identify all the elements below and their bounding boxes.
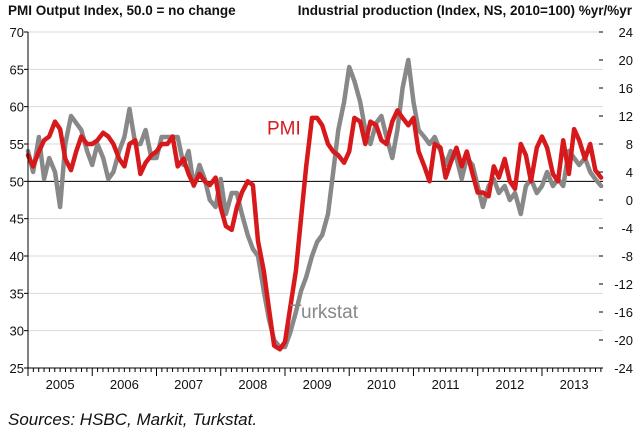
left-tick-label: 45 <box>10 212 24 227</box>
right-tick-label: 4 <box>626 165 633 180</box>
right-tick-label: 12 <box>619 109 633 124</box>
year-label: 2008 <box>238 377 267 392</box>
right-tick-label: 8 <box>626 137 633 152</box>
sources-note: Sources: HSBC, Markit, Turkstat. <box>8 410 258 429</box>
right-axis-title: Industrial production (Index, NS, 2010=1… <box>297 3 632 18</box>
year-label: 2009 <box>303 377 332 392</box>
left-tick-label: 50 <box>10 174 24 189</box>
left-tick-label: 55 <box>10 137 24 152</box>
right-tick-label: -8 <box>621 249 633 264</box>
left-tick-label: 35 <box>10 286 24 301</box>
right-tick-label: -12 <box>614 277 633 292</box>
left-axis-title: PMI Output Index, 50.0 = no change <box>8 3 236 18</box>
right-tick-label: -16 <box>614 305 633 320</box>
right-tick-label: 24 <box>619 25 633 40</box>
left-tick-label: 60 <box>10 100 24 115</box>
year-label: 2007 <box>174 377 203 392</box>
series-layer <box>25 57 604 352</box>
year-label: 2011 <box>432 377 460 392</box>
right-tick-label: 16 <box>619 81 633 96</box>
axes <box>24 31 603 376</box>
year-label: 2006 <box>110 377 139 392</box>
year-label: 2013 <box>560 377 589 392</box>
left-tick-label: 65 <box>10 62 24 77</box>
year-label: 2012 <box>495 377 524 392</box>
left-tick-label: 25 <box>10 361 24 376</box>
left-tick-label: 30 <box>10 324 24 339</box>
year-label: 2005 <box>46 377 75 392</box>
annotations: PMI Turkstat <box>267 118 359 323</box>
left-tick-label: 70 <box>10 25 24 40</box>
right-tick-label: 20 <box>619 53 633 68</box>
right-tick-label: -4 <box>621 221 633 236</box>
left-tick-label: 40 <box>10 249 24 264</box>
annotation-pmi: PMI <box>267 118 301 139</box>
right-tick-label: -24 <box>614 361 633 376</box>
tick-labels: 25 30 35 40 45 50 55 60 65 70 -24 -20 -16 -12 -8 -4 0 4 8 1… <box>10 25 633 392</box>
year-label: 2010 <box>367 377 396 392</box>
annotation-turkstat: Turkstat <box>290 302 359 323</box>
right-tick-label: 0 <box>626 193 633 208</box>
series-line-pmi <box>25 108 604 352</box>
series-line-turkstat <box>25 57 604 350</box>
right-tick-label: -20 <box>614 333 633 348</box>
